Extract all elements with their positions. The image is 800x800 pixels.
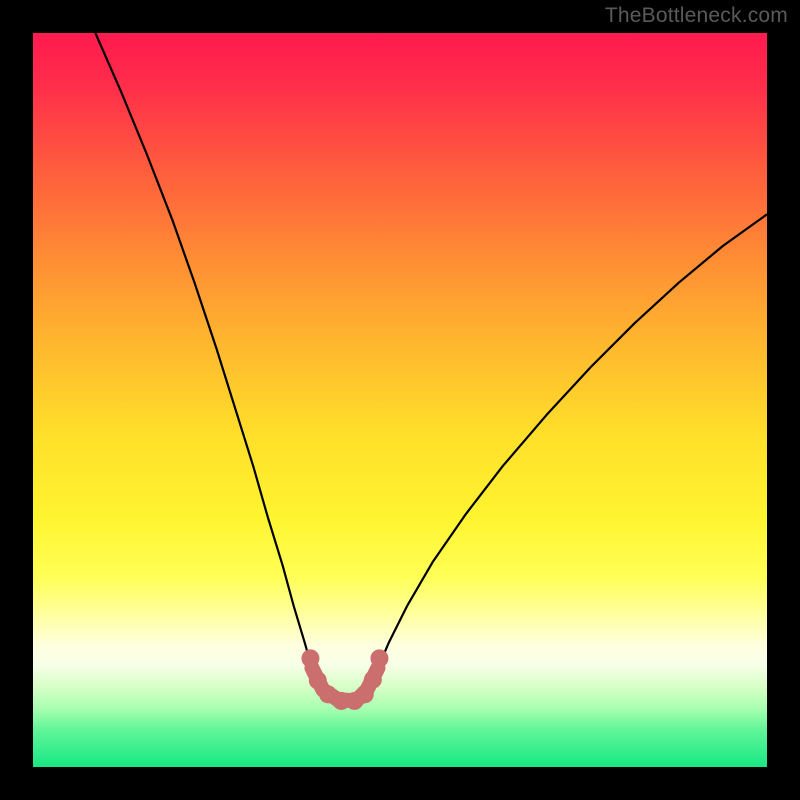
chart-plot-area: [33, 33, 767, 767]
watermark-text: TheBottleneck.com: [605, 4, 788, 28]
chart-gradient-background: [33, 33, 767, 767]
